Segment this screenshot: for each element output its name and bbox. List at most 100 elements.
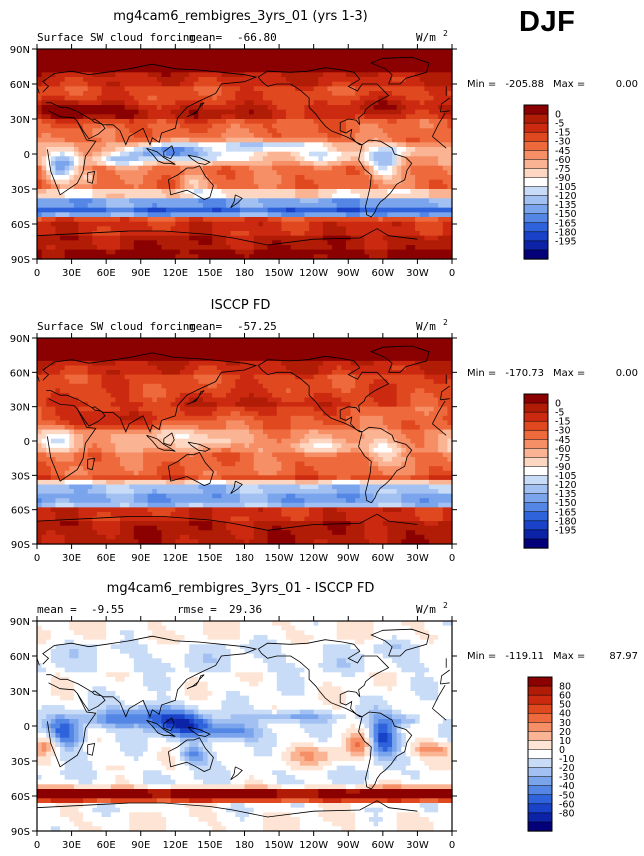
field-cell: [438, 53, 444, 59]
field-cell: [410, 86, 416, 92]
field-cell: [401, 72, 407, 78]
field-cell: [230, 86, 236, 92]
field-cell: [438, 207, 444, 213]
field-cell: [96, 212, 103, 218]
field-cell: [355, 221, 361, 227]
field-cell: [286, 245, 292, 251]
field-cell: [221, 203, 227, 209]
field-cell: [203, 356, 209, 362]
field-cell: [438, 217, 444, 223]
field-cell: [129, 193, 135, 199]
field-cell: [369, 347, 375, 353]
field-cell: [438, 360, 444, 367]
field-cell: [309, 53, 315, 59]
field-cell: [147, 95, 153, 101]
field-cell: [83, 221, 89, 227]
field-cell: [369, 114, 375, 120]
field-cell: [313, 151, 319, 157]
field-cell: [336, 156, 342, 162]
field-cell: [41, 53, 47, 59]
field-cell: [60, 231, 66, 237]
field-cell: [60, 53, 66, 59]
field-cell: [46, 170, 52, 176]
field-cell: [175, 86, 181, 92]
field-cell: [350, 53, 356, 59]
field-cell: [428, 212, 435, 218]
field-cell: [327, 147, 333, 153]
field-cell: [96, 156, 103, 162]
field-cell: [290, 198, 296, 204]
field-cell: [115, 147, 121, 153]
field-cell: [170, 53, 176, 59]
field-cell: [147, 356, 153, 362]
field-cell: [433, 109, 439, 115]
field-cell: [170, 72, 176, 78]
field-cell: [442, 105, 448, 111]
field-cell: [175, 212, 181, 218]
field-cell: [78, 119, 84, 125]
field-cell: [133, 175, 140, 181]
field-cell: [253, 119, 259, 125]
field-cell: [378, 95, 384, 101]
field-cell: [124, 100, 130, 106]
field-cell: [405, 240, 412, 246]
field-cell: [405, 72, 412, 78]
field-cell: [267, 179, 273, 185]
field-cell: [235, 105, 241, 111]
field-cell: [355, 95, 361, 101]
field-cell: [179, 254, 186, 260]
field-cell: [364, 86, 370, 92]
field-cell: [419, 226, 425, 232]
field-cell: [184, 58, 190, 64]
field-cell: [419, 338, 425, 344]
field-cell: [428, 338, 435, 344]
field-cell: [272, 212, 278, 218]
field-cell: [447, 137, 453, 143]
field-cell: [382, 207, 389, 213]
field-cell: [46, 338, 52, 344]
field-cell: [69, 254, 75, 260]
field-cell: [295, 165, 301, 171]
field-cell: [295, 338, 301, 344]
field-cell: [221, 142, 227, 148]
field-cell: [198, 72, 204, 78]
field-cell: [253, 147, 259, 153]
field-cell: [345, 86, 352, 92]
field-cell: [50, 254, 57, 260]
field-cell: [41, 193, 47, 199]
field-cell: [161, 170, 167, 176]
field-cell: [364, 156, 370, 162]
field-cell: [124, 374, 130, 380]
field-cell: [55, 137, 61, 143]
field-cell: [156, 128, 163, 134]
field-cell: [267, 221, 273, 227]
field-cell: [207, 77, 213, 83]
field-cell: [156, 226, 163, 232]
field-cell: [203, 374, 209, 380]
field-cell: [244, 67, 250, 73]
field-cell: [124, 360, 130, 367]
field-cell: [147, 226, 153, 232]
field-cell: [60, 193, 66, 199]
field-cell: [304, 86, 310, 92]
field-cell: [73, 175, 80, 181]
field-cell: [179, 156, 186, 162]
field-cell: [341, 370, 347, 376]
field-cell: [447, 58, 453, 64]
field-cell: [327, 240, 333, 246]
field-cell: [387, 165, 393, 171]
field-cell: [152, 198, 158, 204]
field-cell: [341, 240, 347, 246]
field-cell: [221, 165, 227, 171]
field-cell: [179, 105, 186, 111]
field-cell: [295, 105, 301, 111]
field-cell: [216, 203, 223, 209]
field-cell: [262, 67, 269, 73]
field-cell: [442, 156, 448, 162]
field-cell: [101, 179, 107, 185]
field-cell: [37, 212, 43, 218]
field-cell: [184, 374, 190, 380]
field-cell: [198, 342, 204, 348]
field-cell: [60, 356, 66, 362]
field-cell: [124, 91, 130, 97]
